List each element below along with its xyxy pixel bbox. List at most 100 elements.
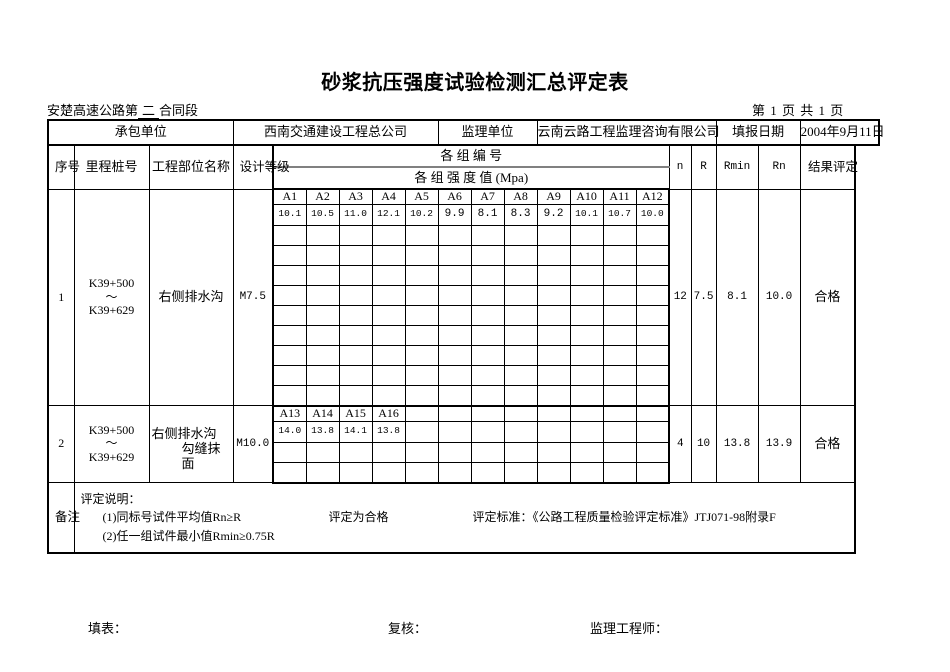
blank-cell xyxy=(338,304,373,326)
row1-label-A3: A3 xyxy=(338,188,373,205)
blank-cell xyxy=(404,384,439,407)
supervisor-value: 云南云路工程监理咨询有限公司 xyxy=(536,119,720,146)
notes-label-text: 备注 xyxy=(55,510,81,525)
row1-blank-2 xyxy=(48,244,879,266)
blank-cell xyxy=(437,461,472,484)
blank-cell xyxy=(536,344,571,366)
blank-cell xyxy=(272,384,307,407)
blank-cell xyxy=(272,244,307,266)
row2-label-A16: A16 xyxy=(371,405,406,422)
blank-cell xyxy=(437,344,472,366)
blank-cell xyxy=(536,420,571,443)
blank-cell xyxy=(272,364,307,386)
header-R: R xyxy=(690,144,717,190)
row2-station: K39+500 ～ K39+629 xyxy=(73,405,150,484)
blank-cell xyxy=(404,304,439,326)
blank-cell xyxy=(272,324,307,346)
blank-cell xyxy=(536,405,571,422)
blank-cell xyxy=(569,224,604,246)
blank-cell xyxy=(569,264,604,286)
blank-cell xyxy=(371,224,406,246)
blank-cell xyxy=(635,264,671,286)
contract-section-value: 二 xyxy=(138,103,160,119)
row2-value-A15: 14.1 xyxy=(338,420,373,443)
header-result: 结果评定 xyxy=(799,144,858,190)
blank-cell xyxy=(602,304,637,326)
row1-n: 12 xyxy=(668,188,692,407)
row2-values: 14.0 13.8 14.1 13.8 xyxy=(48,420,879,443)
row2-group-labels: 2 K39+500 ～ K39+629 右侧排水沟 勾缝抹 面 M10.0 A1… xyxy=(47,405,879,484)
notes-line1-wrap: (1)同标号试件平均值Rn≥R 评定为合格 评定标准：《公路工程质量检验评定标准… xyxy=(81,508,855,527)
blank-cell xyxy=(338,461,373,484)
header-n: n xyxy=(668,144,692,190)
row2-value-A14: 13.8 xyxy=(305,420,340,443)
blank-cell xyxy=(536,304,571,326)
row1-blank-9 xyxy=(48,384,879,407)
row1-group-labels: 1 K39+500 ～ K39+629 右侧排水沟 M7.5 A1 A2 A3 … xyxy=(47,188,879,407)
blank-cell xyxy=(371,384,406,407)
notes-heading: 评定说明： xyxy=(80,491,141,506)
blank-cell xyxy=(569,344,604,366)
blank-cell xyxy=(569,244,604,266)
row1-station-to: K39+629 xyxy=(88,303,135,318)
row1-label-A5: A5 xyxy=(404,188,439,205)
row1-value-A3: 11.0 xyxy=(338,203,373,226)
blank-cell xyxy=(371,461,406,484)
blank-cell xyxy=(404,461,439,484)
row1-station: K39+500 ～ K39+629 xyxy=(73,188,150,407)
blank-cell xyxy=(503,364,538,386)
blank-cell xyxy=(536,284,571,306)
blank-cell xyxy=(569,441,604,463)
blank-cell xyxy=(536,364,571,386)
blank-cell xyxy=(305,244,340,266)
blank-cell xyxy=(503,324,538,346)
row2-part-name-line3: 面 xyxy=(181,456,195,472)
row1-Rmin: 8.1 xyxy=(715,188,759,407)
blank-cell xyxy=(470,420,505,443)
row2-label-A14: A14 xyxy=(305,405,340,422)
blank-cell xyxy=(371,244,406,266)
blank-cell xyxy=(503,284,538,306)
row2-label-A15: A15 xyxy=(338,405,373,422)
blank-cell xyxy=(569,324,604,346)
row2-Rn: 13.9 xyxy=(757,405,801,484)
blank-cell xyxy=(470,441,505,463)
row1-blank-5 xyxy=(48,304,879,326)
row1-value-A11: 10.7 xyxy=(602,203,637,226)
blank-cell xyxy=(470,224,505,246)
row1-label-A1: A1 xyxy=(272,188,307,205)
blank-cell xyxy=(338,224,373,246)
signature-reviewer: 复核： xyxy=(388,621,428,636)
summary-evaluation-table: 承包单位 西南交通建设工程总公司 监理单位 云南云路工程监理咨询有限公司 填报日… xyxy=(46,119,885,554)
row2-value-A16: 13.8 xyxy=(371,420,406,443)
blank-cell xyxy=(305,461,340,484)
page-title: 砂浆抗压强度试验检测汇总评定表 xyxy=(321,72,629,94)
blank-cell xyxy=(569,284,604,306)
header-station: 里程桩号 xyxy=(73,144,150,190)
blank-cell xyxy=(437,224,472,246)
row1-design-grade: M7.5 xyxy=(232,188,275,407)
row2-part-name-line2: 勾缝抹 xyxy=(181,441,221,457)
blank-cell xyxy=(437,284,472,306)
notes-line1-right: 评定标准：《公路工程质量检验评定标准》JTJ071-98附录F xyxy=(472,510,776,525)
blank-cell xyxy=(602,420,637,443)
row2-station-from: K39+500 xyxy=(88,422,135,437)
blank-cell xyxy=(602,461,637,484)
blank-cell xyxy=(635,420,671,443)
blank-cell xyxy=(305,264,340,286)
blank-cell xyxy=(635,461,671,484)
row1-values: 10.1 10.5 11.0 12.1 10.2 9.9 8.1 8.3 9.2… xyxy=(48,203,879,226)
blank-cell xyxy=(272,344,307,366)
blank-cell xyxy=(503,264,538,286)
blank-cell xyxy=(437,405,472,422)
contract-suffix: 合同段 xyxy=(159,103,199,118)
blank-cell xyxy=(371,364,406,386)
blank-cell xyxy=(635,441,671,463)
blank-cell xyxy=(371,324,406,346)
blank-cell xyxy=(404,284,439,306)
blank-cell xyxy=(272,304,307,326)
blank-cell xyxy=(404,244,439,266)
blank-cell xyxy=(404,344,439,366)
notes-line2: (2)任一组试件最小值Rmin≥0.75R xyxy=(102,528,275,543)
